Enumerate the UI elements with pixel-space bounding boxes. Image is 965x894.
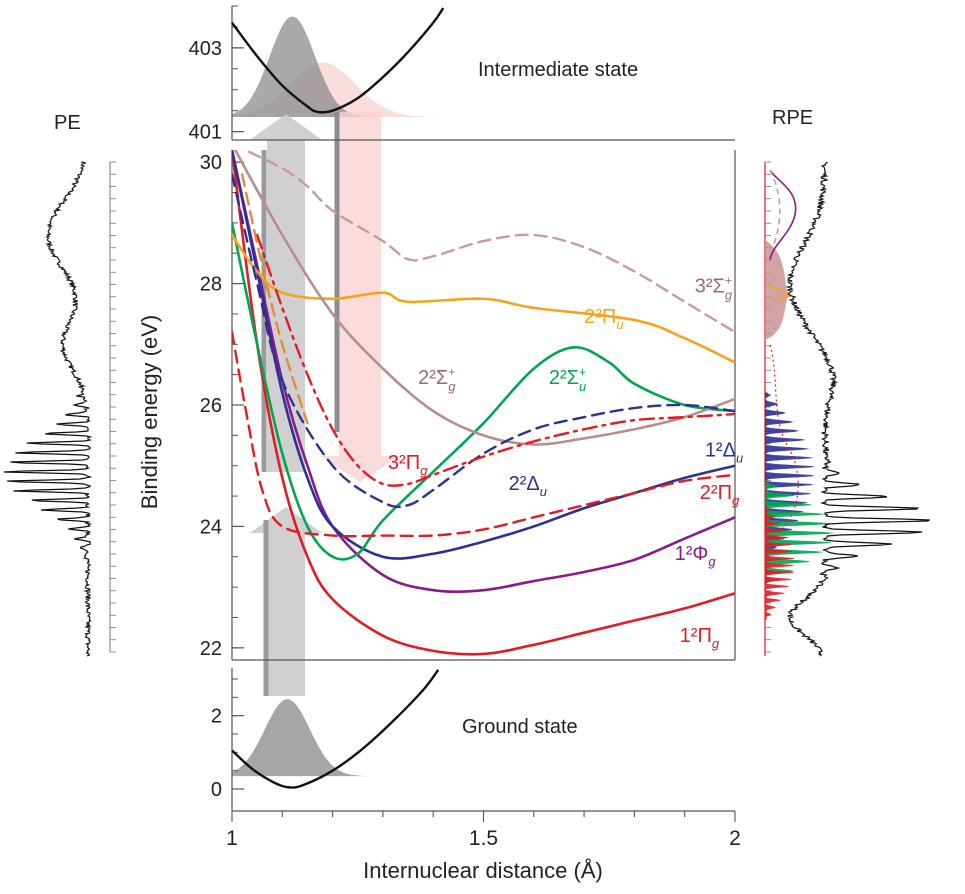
curve-10	[240, 173, 309, 425]
x-tick-label: 1.5	[469, 827, 498, 850]
ground-tick-label: 2	[211, 706, 222, 728]
curve-label-8: 1²Φg	[675, 543, 717, 569]
intermediate-potential	[231, 7, 445, 114]
rpe-dashed-trace	[769, 169, 781, 251]
potential-curves	[231, 7, 735, 789]
intermediate-curves	[231, 7, 445, 114]
main-tick-label: 26	[200, 395, 222, 417]
curve-3	[232, 221, 735, 561]
curve-6	[242, 150, 735, 334]
rpe-spectrum-label: RPE	[772, 107, 813, 129]
y-axis-label: Binding energy (eV)	[137, 315, 162, 509]
curve-7	[232, 173, 735, 509]
x-axis-label: Internuclear distance (Å)	[363, 858, 603, 883]
curve-label-5: 2²Δu	[509, 473, 547, 499]
wavepacket-layer	[232, 16, 484, 777]
rpe-red-band	[765, 505, 795, 620]
ground-state-label: Ground state	[462, 716, 578, 738]
main-tick-label: 28	[200, 274, 222, 296]
curve-label-9: 1²Πg	[680, 625, 720, 651]
rpe-green-band	[765, 480, 836, 585]
ground-potential	[231, 669, 440, 789]
curve-label-1: 2²Πu	[584, 306, 623, 332]
curve-5	[233, 150, 735, 446]
curve-label-7: 2²Πg	[700, 482, 740, 508]
axes-layer: 401 403 22 24 26 28 30 0 2 1 1.5 2	[189, 5, 741, 850]
curve-label-3: 2²Σ+ u	[549, 365, 586, 394]
label-layer: 3²Σ+ g 2²Πu 2²Σ+ g 2²Σ+ u 3²Πg 2²Δu 1²Δu 2²Πg 1²Φg 1…	[388, 274, 743, 651]
ground-tick-label: 0	[211, 779, 222, 801]
decay-arrow	[320, 112, 400, 482]
curve-8	[255, 233, 735, 487]
rpe-orange-trace	[767, 284, 793, 301]
intermediate-wavepacket-gray	[232, 16, 484, 117]
rpe-spectrum-trace	[785, 161, 930, 657]
curve-4	[232, 233, 735, 364]
intermediate-tick-label: 401	[189, 122, 222, 144]
curve-label-2: 2²Σ+ g	[418, 365, 456, 394]
pe-spectrum-trace	[3, 161, 93, 657]
ground-wavepacket	[232, 699, 484, 777]
x-tick-label: 2	[729, 827, 741, 850]
curve-2	[232, 150, 735, 560]
curve-9	[232, 330, 735, 538]
pe-spectrum-label: PE	[54, 112, 81, 134]
main-tick-label: 24	[200, 516, 222, 538]
side-spectra	[3, 161, 930, 657]
excitation-arrows	[249, 112, 400, 696]
rpe-blue-band	[765, 390, 816, 560]
main-curves-clipped	[232, 150, 735, 656]
rpe-purple-trace	[769, 169, 797, 261]
x-tick-label: 1	[226, 827, 238, 850]
main-tick-label: 30	[200, 152, 222, 174]
curve-label-4: 3²Πg	[388, 452, 428, 478]
intermediate-tick-label: 403	[189, 38, 222, 60]
curve-label-6: 1²Δu	[705, 440, 743, 466]
curve-0	[232, 150, 735, 656]
main-tick-label: 22	[200, 638, 222, 660]
intermediate-state-label: Intermediate state	[478, 59, 638, 81]
curve-1	[232, 150, 735, 593]
curve-label-0: 3²Σ+ g	[695, 274, 733, 303]
